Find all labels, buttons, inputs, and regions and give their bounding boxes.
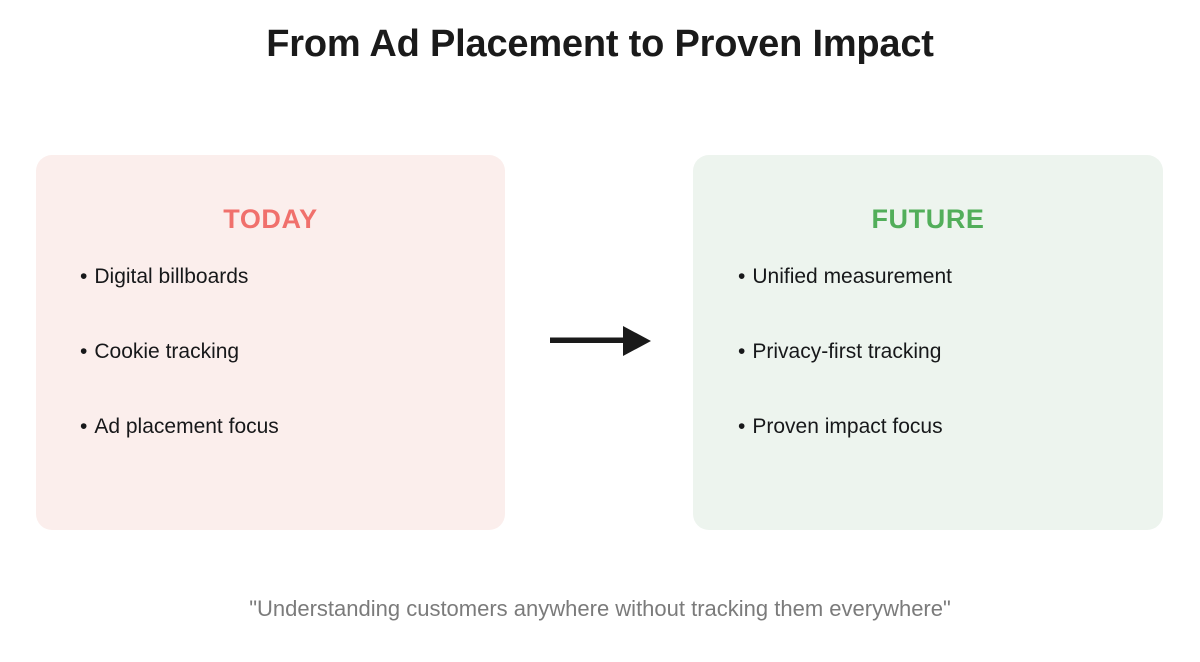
bullet-dot-icon: • — [738, 415, 746, 438]
bullet-dot-icon: • — [80, 415, 88, 438]
list-item: • Cookie tracking — [80, 338, 481, 413]
bullet-dot-icon: • — [738, 340, 746, 363]
list-item: • Ad placement focus — [80, 413, 481, 488]
card-today-bullet-list: • Digital billboards • Cookie tracking • Ad… — [80, 263, 481, 488]
card-today-heading: TODAY — [223, 204, 318, 234]
list-item-label: Digital billboards — [94, 265, 249, 288]
card-future-heading: FUTURE — [871, 204, 985, 234]
card-future: FUTURE • Unified measurement • Privacy-fir… — [693, 155, 1163, 530]
arrow-right-icon — [548, 323, 654, 359]
footer-quote: "Understanding customers anywhere withou… — [249, 596, 951, 621]
card-future-bullet-list: • Unified measurement • Privacy-first trac… — [738, 263, 1139, 488]
bullet-dot-icon: • — [738, 265, 746, 288]
list-item: • Privacy-first tracking — [738, 338, 1139, 413]
list-item: • Proven impact focus — [738, 413, 1139, 488]
list-item-label: Proven impact focus — [752, 415, 943, 438]
list-item-label: Ad placement focus — [94, 415, 279, 438]
page-title: From Ad Placement to Proven Impact — [266, 23, 934, 65]
card-today: TODAY • Digital billboards • Cookie tracki… — [36, 155, 505, 530]
list-item-label: Unified measurement — [752, 265, 952, 288]
bullet-dot-icon: • — [80, 265, 88, 288]
list-item-label: Cookie tracking — [94, 340, 240, 363]
list-item: • Unified measurement — [738, 263, 1139, 338]
list-item: • Digital billboards — [80, 263, 481, 338]
list-item-label: Privacy-first tracking — [752, 340, 942, 363]
bullet-dot-icon: • — [80, 340, 88, 363]
